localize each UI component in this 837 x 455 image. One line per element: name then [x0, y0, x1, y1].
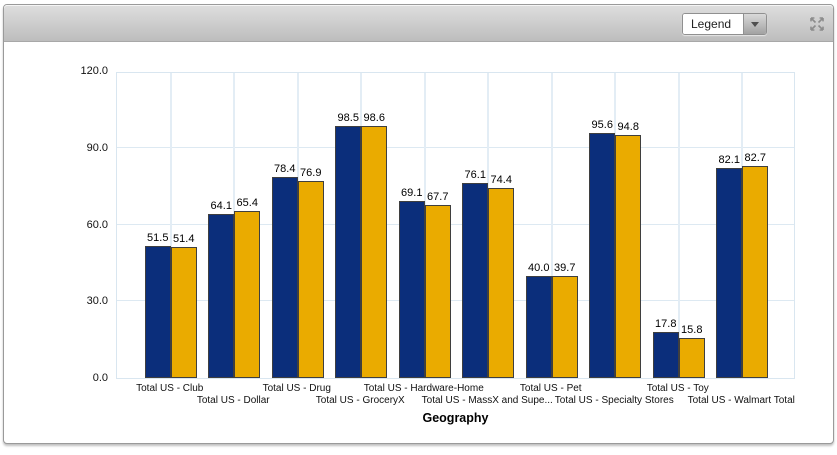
bar-series1-Total US - Hardware-Home[interactable] [398, 201, 425, 378]
bar-value-label: 74.4 [490, 173, 512, 186]
y-tick-label: 30.0 [86, 295, 108, 308]
x-tick-label: Total US - Drug [262, 383, 331, 394]
bar-series2-Total US - Dollar[interactable] [234, 210, 261, 378]
bar-value-label: 65.4 [236, 196, 258, 209]
bar-series2-Total US - Walmart Total[interactable] [742, 166, 769, 378]
y-tick-label: 90.0 [86, 141, 108, 154]
bar-value-label: 78.4 [274, 163, 296, 176]
bar-series1-Total US - MassX and Supe...[interactable] [462, 183, 489, 378]
bar-value-label: 82.7 [744, 152, 766, 165]
bar-value-label: 51.5 [147, 232, 169, 245]
y-tick-label: 0.0 [92, 372, 108, 384]
bar-value-label: 67.7 [427, 190, 449, 203]
chevron-down-icon [751, 21, 759, 27]
x-tick-label: Total US - GroceryX [315, 395, 405, 406]
bar-value-label: 98.6 [363, 111, 385, 124]
x-axis-title: Geography [422, 411, 489, 425]
bar-series1-Total US - Dollar[interactable] [208, 214, 235, 378]
x-tick-label: Total US - Specialty Stores [554, 395, 674, 406]
bar-series1-Total US - Pet[interactable] [525, 275, 552, 378]
bar-value-label: 39.7 [554, 262, 576, 275]
x-tick-label: Total US - Toy [646, 383, 709, 394]
bar-series1-Total US - GroceryX[interactable] [335, 126, 362, 378]
y-tick-label: 120.0 [80, 65, 108, 77]
bar-series1-Total US - Toy[interactable] [652, 332, 679, 378]
x-tick-label: Total US - Hardware-Home [363, 383, 484, 394]
x-gridline [677, 73, 680, 378]
x-tick-label: Total US - Dollar [196, 395, 270, 406]
bar-series2-Total US - GroceryX[interactable] [361, 125, 388, 378]
y-gridline [117, 223, 794, 225]
y-tick-label: 60.0 [86, 218, 108, 231]
bar-value-label: 76.1 [464, 169, 486, 182]
bar-series2-Total US - Club[interactable] [170, 246, 197, 378]
bar-value-label: 64.1 [210, 200, 232, 213]
x-tick-label: Total US - Club [136, 383, 204, 394]
bar-series1-Total US - Specialty Stores[interactable] [589, 133, 616, 378]
widget-toolbar: Legend [4, 5, 833, 42]
bar-value-label: 40.0 [528, 261, 550, 274]
expand-arrows-icon[interactable] [809, 16, 825, 32]
x-tick-label: Total US - MassX and Supe... [421, 395, 553, 406]
bar-series2-Total US - Drug[interactable] [297, 181, 324, 378]
y-gridline [117, 300, 794, 302]
bar-value-label: 95.6 [591, 119, 613, 132]
x-gridline [169, 73, 172, 378]
bar-value-label: 69.1 [401, 187, 423, 200]
bar-series2-Total US - Specialty Stores[interactable] [615, 135, 642, 378]
legend-dropdown-value[interactable]: Legend [683, 14, 743, 34]
bar-series1-Total US - Walmart Total[interactable] [716, 167, 743, 378]
x-tick-label: Total US - Walmart Total [687, 395, 795, 406]
y-gridline [117, 146, 794, 148]
legend-dropdown-arrow-button[interactable] [743, 14, 766, 34]
legend-dropdown[interactable]: Legend [682, 13, 767, 35]
bar-value-label: 51.4 [173, 232, 195, 245]
bar-value-label: 17.8 [655, 318, 677, 331]
bar-series2-Total US - Hardware-Home[interactable] [424, 204, 451, 378]
bar-value-label: 15.8 [681, 323, 703, 336]
chart-widget-window: Legend 0.0 30.0 60.0 90.0 120.0 51.5 51.4 64.1… [3, 4, 834, 444]
y-axis-tick-labels: 0.0 30.0 60.0 90.0 120.0 [14, 5, 108, 455]
bar-series1-Total US - Club[interactable] [144, 246, 171, 378]
bar-series2-Total US - Pet[interactable] [551, 276, 578, 378]
bar-series1-Total US - Drug[interactable] [271, 177, 298, 378]
x-gridline [550, 73, 553, 378]
x-tick-label: Total US - Pet [519, 383, 582, 394]
bar-value-label: 98.5 [337, 112, 359, 125]
bar-value-label: 82.1 [718, 153, 740, 166]
bar-value-label: 76.9 [300, 167, 322, 180]
bar-series2-Total US - Toy[interactable] [678, 337, 705, 378]
bar-value-label: 94.8 [617, 121, 639, 134]
plot-area: 51.5 51.4 64.1 65.4 78.4 76.9 98.5 98.6 69.1 67.7… [116, 72, 795, 379]
bar-series2-Total US - MassX and Supe...[interactable] [488, 187, 515, 378]
